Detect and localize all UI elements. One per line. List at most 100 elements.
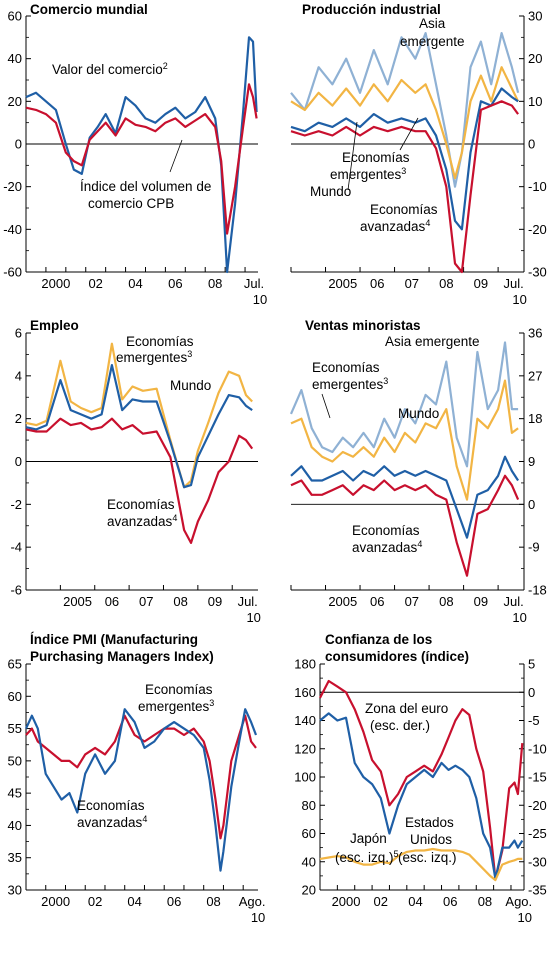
series-line-economías-avanzadas <box>290 474 520 577</box>
y-tick-label-left: 30 <box>8 883 22 898</box>
x-tick-label: 02 <box>374 894 388 909</box>
y-tick-label-right: 18 <box>528 411 542 426</box>
y-tick-label-right: -15 <box>528 770 547 785</box>
plot-area: 6 4 2 0 -2 -4 -6 2005 06 07 08 09 Jul.10 <box>10 326 260 626</box>
y-tick-label-right: 0 <box>528 685 535 700</box>
x-tick-label: 2000 <box>332 894 361 909</box>
y-tick-label-right: -10 <box>528 179 547 194</box>
y-tick-label-left: 2 <box>15 411 22 426</box>
y-tick-label-left: 40 <box>302 854 316 869</box>
x-tick-label: 08 <box>439 276 453 291</box>
series-line-estados-unidos-esc-izq <box>319 712 524 880</box>
x-tick-label: 06 <box>168 276 182 291</box>
label-mundo: Mundo <box>310 184 351 199</box>
y-tick-label-left: 60 <box>302 826 316 841</box>
x-last-label-year: 10 <box>512 610 526 625</box>
series-line-mundo <box>290 87 519 231</box>
panel-title: Ventas minoristas <box>305 318 421 333</box>
x-tick-label: 02 <box>88 894 102 909</box>
panel-title: Empleo <box>30 318 79 333</box>
series-line-asia-emergente <box>289 341 519 468</box>
y-tick-label-left: 60 <box>8 689 22 704</box>
series-line-mundo <box>25 364 253 489</box>
x-last-label-month: Jul. <box>504 594 524 609</box>
y-tick-label-left: 35 <box>8 850 22 865</box>
label-emergente: emergente <box>400 34 465 49</box>
x-tick-label: 2000 <box>41 276 70 291</box>
x-tick-label: 06 <box>443 894 457 909</box>
x-last-label-year: 10 <box>518 910 532 925</box>
series-line-economías-emergentes <box>25 714 257 840</box>
y-tick-label-left: 0 <box>15 454 22 469</box>
series-line-economías-avanzadas <box>25 417 254 545</box>
x-last-label-month: Jul. <box>244 276 264 291</box>
x-tick-label: 07 <box>405 276 419 291</box>
y-tick-label-left: 160 <box>294 685 316 700</box>
label-esc-der: (esc. der.) <box>370 718 430 733</box>
y-tick-label-right: 20 <box>528 51 542 66</box>
series-line-mundo <box>290 455 520 539</box>
label-economias-emergentes-1: Economías <box>126 334 194 349</box>
panel-title-1: Confianza de los <box>325 632 432 647</box>
x-last-label-year: 10 <box>251 910 265 925</box>
x-tick-label: 08 <box>173 594 187 609</box>
label-valor-del-comercio: Valor del comercio2 <box>52 61 168 77</box>
series-line-economías-emergentes <box>25 342 253 489</box>
y-tick-label-right: 36 <box>528 326 542 341</box>
y-tick-label-left: 55 <box>8 721 22 736</box>
panel-title-2: Purchasing Managers Index) <box>30 649 214 664</box>
y-tick-label-right: 10 <box>528 94 542 109</box>
plot-area: 36 27 18 9 0 -9 -18 2005 06 07 08 09 Jul.10 <box>289 326 547 625</box>
panel-ventas-minoristas: Ventas minoristas 36 27 18 9 0 -9 -18 2005 06 07 0… <box>289 318 547 625</box>
label-economias-avanzadas-1: Economías <box>77 798 145 813</box>
y-tick-label-right: 5 <box>528 657 535 672</box>
series-line-economías-avanzadas <box>24 708 258 872</box>
x-last-label-month: Jul. <box>238 594 258 609</box>
label-economias-avanzadas-2: avanzadas4 <box>107 513 177 529</box>
x-tick-label: 08 <box>208 276 222 291</box>
y-tick-label-right: -20 <box>528 222 547 237</box>
y-tick-label-left: -60 <box>3 265 22 280</box>
label-esc-izq-jp: (esc. izq.)5 <box>335 849 399 865</box>
x-tick-label: 04 <box>127 894 141 909</box>
label-asia: Asia <box>419 16 446 31</box>
x-tick-label: 09 <box>474 594 488 609</box>
y-tick-label-left: -40 <box>3 222 22 237</box>
y-tick-label-left: -4 <box>10 540 22 555</box>
label-economias-emergentes-1: Economías <box>312 360 380 375</box>
y-tick-label-right: 30 <box>528 9 542 24</box>
x-tick-label: 06 <box>105 594 119 609</box>
y-tick-label-left: 45 <box>8 786 22 801</box>
y-tick-label-left: 140 <box>294 713 316 728</box>
label-indice-volumen-1: Índice del volumen de <box>80 179 211 194</box>
label-estados: Estados <box>405 815 454 830</box>
y-tick-label-left: 180 <box>294 657 316 672</box>
y-tick-label-right: -18 <box>528 583 547 598</box>
x-tick-label: 09 <box>474 276 488 291</box>
panel-confianza-consumidores: Confianza de los consumidores (índice) 1… <box>294 632 547 925</box>
label-economias-avanzadas-2: avanzadas4 <box>77 814 147 830</box>
label-economias-emergentes-1: Economías <box>145 682 213 697</box>
y-tick-label-right: -9 <box>528 540 540 555</box>
y-tick-label-left: 100 <box>294 770 316 785</box>
label-economias-emergentes-2: emergentes3 <box>330 166 406 182</box>
y-tick-label-right: -35 <box>528 883 547 898</box>
series-line-economías-avanzadas <box>290 100 519 274</box>
series-line-economías-emergentes <box>290 66 520 180</box>
y-tick-label-left: 4 <box>15 368 22 383</box>
label-economias-emergentes-2: emergentes3 <box>312 376 388 392</box>
series-line-índice-del-volumen-de-comercio-cpb <box>25 83 258 235</box>
y-tick-label-right: -25 <box>528 826 547 841</box>
x-tick-label: 07 <box>139 594 153 609</box>
label-japon: Japón <box>350 831 387 846</box>
label-economias-avanzadas-2: avanzadas4 <box>352 539 422 555</box>
x-tick-label: 2005 <box>63 594 92 609</box>
y-tick-label-left: 40 <box>8 818 22 833</box>
y-tick-label-left: 60 <box>8 9 22 24</box>
x-tick-label: 06 <box>167 894 181 909</box>
x-tick-label: 07 <box>405 594 419 609</box>
y-tick-label-left: 80 <box>302 798 316 813</box>
panel-comercio-mundial: Comercio mundial 60 40 20 0 -20 -40 -60 2000 02 0… <box>3 2 267 307</box>
